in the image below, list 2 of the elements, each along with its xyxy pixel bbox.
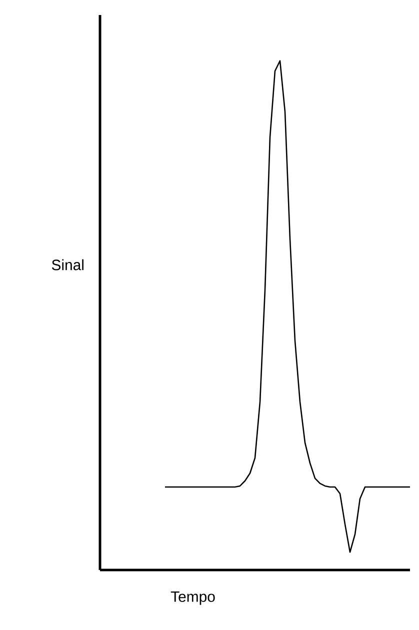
y-axis-title: Sinal [52,259,84,270]
x-axis-title: Tempo [170,592,215,605]
